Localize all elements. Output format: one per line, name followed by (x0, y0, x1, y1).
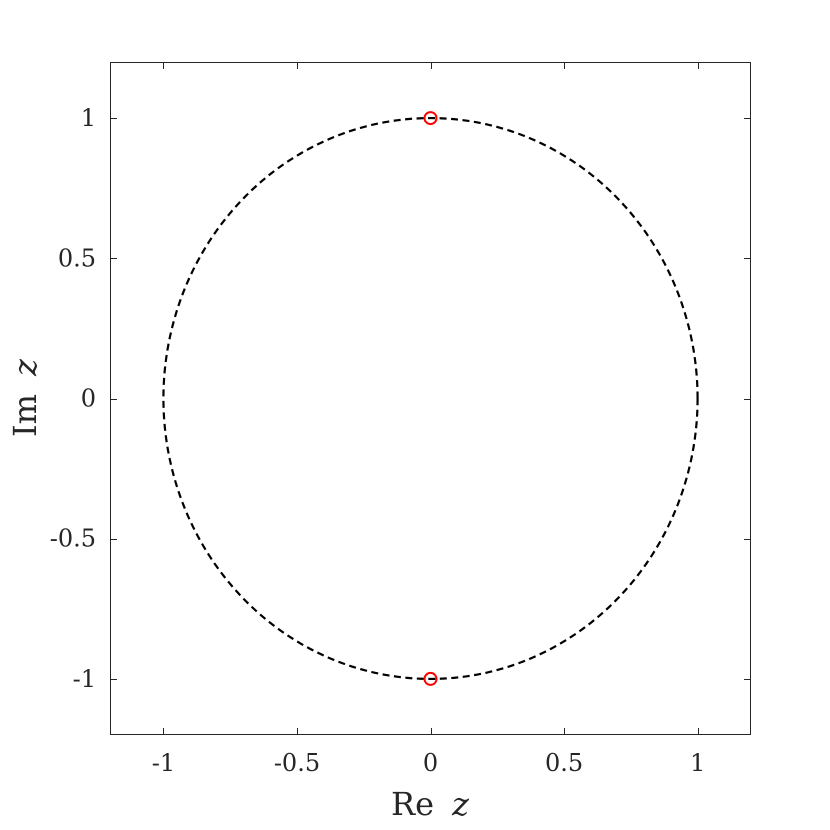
x-tick-label-layer: -1 -0.5 0 0.5 1 (152, 749, 706, 777)
plot-frame (110, 62, 751, 735)
unit-circle-curve (162, 116, 699, 681)
x-axis-label-prefix: Re (391, 785, 434, 823)
y-tick-label-layer: 1 0.5 0 -0.5 -1 (50, 104, 96, 693)
y-axis-label-prefix: Im (6, 394, 44, 437)
x-axis-label-variable: z (451, 785, 470, 823)
x-tick-label: 1 (690, 749, 705, 777)
y-tick-label: 0.5 (58, 244, 96, 272)
x-axis-label: Re z (391, 785, 470, 823)
x-tick-label: -0.5 (274, 749, 320, 777)
plot-area-background (110, 62, 751, 735)
x-tick-label: -1 (152, 749, 175, 777)
marker-layer (423, 111, 438, 686)
y-tick-label: 1 (81, 104, 96, 132)
x-tick-layer (163, 62, 699, 735)
y-axis-label: Im z (6, 358, 44, 437)
data-point-marker (423, 671, 438, 686)
unit-circle-layer (162, 116, 699, 681)
x-tick-label: 0.5 (545, 749, 583, 777)
data-point-marker (423, 111, 438, 126)
y-tick-label: -1 (73, 665, 96, 693)
x-tick-label: 0 (423, 749, 438, 777)
y-axis-label-variable: z (6, 358, 44, 377)
y-tick-label: 0 (81, 385, 96, 413)
y-tick-label: -0.5 (50, 525, 96, 553)
y-tick-layer (110, 118, 751, 680)
